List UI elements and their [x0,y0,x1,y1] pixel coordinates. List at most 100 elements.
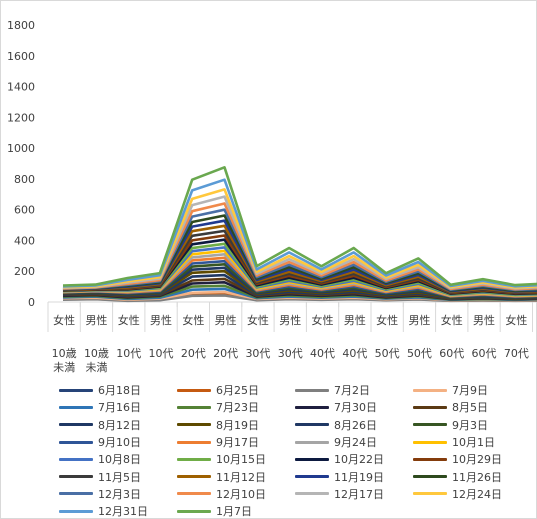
legend-swatch [59,388,93,392]
legend-swatch [413,405,447,409]
legend-item: 6月25日 [177,382,292,398]
legend-item: 7月30日 [295,399,410,415]
legend-label: 7月9日 [452,384,488,398]
legend-swatch [59,457,93,461]
legend-item: 12月24日 [413,486,528,502]
y-axis-tick-labels: 0 200 400 600 800 1000 1200 1400 1600 1800 [7,19,35,309]
legend-swatch [295,405,329,409]
y-tick-label: 600 [14,204,35,217]
legend-label: 11月26日 [452,470,502,484]
legend-item: 10月22日 [295,451,410,467]
x-tick-label: 10代 [149,347,174,360]
legend-item: 7月23日 [177,399,292,415]
legend-label: 12月31日 [98,505,148,519]
legend-label: 8月19日 [216,418,259,432]
legend-swatch [177,388,211,392]
x-tick-label: 30代 [245,347,270,360]
legend-swatch [177,492,211,496]
series-line [62,178,537,288]
legend-item: 8月26日 [295,417,410,433]
legend-label: 7月2日 [334,384,370,398]
legend-swatch [295,423,329,427]
legend-label: 8月5日 [452,401,488,415]
x-tick-label: 未満 [53,361,75,374]
x-tick-label: 女性 [182,313,204,327]
x-tick-label: 70代 [504,347,529,360]
legend-label: 7月23日 [216,401,259,415]
x-tick-label: 20代 [181,347,206,360]
legend-item: 8月19日 [177,417,292,433]
legend-item: 11月5日 [59,468,174,484]
legend-label: 11月5日 [98,470,141,484]
legend-item: 7月9日 [413,382,528,398]
legend-swatch [295,388,329,392]
line-chart-plot: 0 200 400 600 800 1000 1200 1400 1600 1800 女性 10歳未… [7,19,537,374]
legend-swatch [177,440,211,444]
x-tick-label: 60代 [472,347,497,360]
legend-item: 7月16日 [59,399,174,415]
x-tick-label: 女性 [118,313,140,327]
legend-swatch [59,475,93,479]
legend-swatch [59,440,93,444]
legend-item: 12月31日 [59,503,174,519]
legend-swatch [177,423,211,427]
y-tick-label: 1000 [7,142,35,155]
legend-swatch [295,492,329,496]
legend-label: 9月3日 [452,418,488,432]
x-tick-label: 50代 [407,347,432,360]
legend-swatch [295,440,329,444]
x-tick-label: 女性 [53,313,75,327]
legend-label: 11月19日 [334,470,384,484]
legend-label: 11月12日 [216,470,266,484]
legend-swatch [413,475,447,479]
legend-item: 7月2日 [295,382,410,398]
legend-item: 9月17日 [177,434,292,450]
legend-label: 9月24日 [334,436,377,450]
x-tick-label: 男性 [215,313,237,327]
y-tick-label: 1800 [7,19,35,32]
legend-label: 9月10日 [98,436,141,450]
legend-item: 1月7日 [177,503,292,519]
x-tick-label: 女性 [247,313,269,327]
legend-item: 10月1日 [413,434,528,450]
legend-label: 10月15日 [216,453,266,467]
legend-item: 11月26日 [413,468,528,484]
legend-label: 9月17日 [216,436,259,450]
legend-label: 12月3日 [98,487,141,501]
x-tick-label: 10歳 [84,347,109,360]
legend: 6月18日 6月25日 7月2日 7月9日 7月16日 7月23日 7月30日 8月5日 8月1… [59,382,529,519]
legend-swatch [177,405,211,409]
legend-label: 10月22日 [334,453,384,467]
legend-label: 12月17日 [334,487,384,501]
legend-item: 11月12日 [177,468,292,484]
axes [47,301,537,332]
x-tick-label: 女性 [441,313,463,327]
legend-item: 9月10日 [59,434,174,450]
legend-label: 6月25日 [216,384,259,398]
legend-swatch [413,388,447,392]
series-lines [62,166,537,303]
y-tick-label: 1400 [7,81,35,94]
x-tick-label: 女性 [505,313,527,327]
legend-swatch [295,457,329,461]
legend-item: 10月15日 [177,451,292,467]
legend-swatch [177,457,211,461]
legend-item: 8月12日 [59,417,174,433]
x-tick-label: 男性 [473,313,495,327]
legend-swatch [413,492,447,496]
legend-swatch [295,475,329,479]
x-tick-label: 50代 [375,347,400,360]
legend-swatch [59,509,93,513]
legend-item: 8月5日 [413,399,528,415]
x-tick-label: 40代 [342,347,367,360]
y-tick-label: 1200 [7,111,35,124]
legend-label: 10月1日 [452,436,495,450]
legend-item: 6月18日 [59,382,174,398]
y-tick-label: 0 [28,296,35,309]
x-tick-label: 20代 [213,347,238,360]
y-tick-label: 800 [14,173,35,186]
x-tick-label: 60代 [439,347,464,360]
legend-swatch [177,509,211,513]
